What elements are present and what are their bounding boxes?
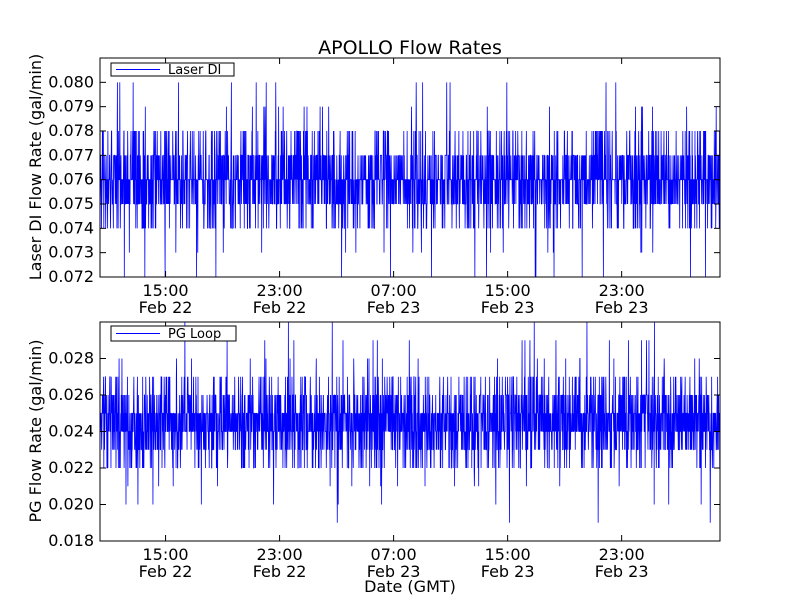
x-tick-date: Feb 23 xyxy=(595,298,649,317)
x-tick-date: Feb 23 xyxy=(367,298,421,317)
plot-frame-laser-di xyxy=(99,57,721,278)
y-tick-label: 0.076 xyxy=(48,170,94,189)
y-tick-label: 0.079 xyxy=(48,97,94,116)
x-tick-date: Feb 22 xyxy=(139,298,193,317)
legend-box-pg-loop xyxy=(110,325,237,342)
legend-label-pg-loop: PG Loop xyxy=(168,327,221,342)
x-tick-date: Feb 23 xyxy=(481,562,535,581)
y-tick-label: 0.026 xyxy=(48,385,94,404)
x-tick-time: 23:00 xyxy=(257,281,303,300)
x-axis-label: Date (GMT) xyxy=(364,577,456,596)
legend-box-laser-di xyxy=(110,62,235,77)
subplot-laser-di: Laser DI Flow Rate (gal/min) 0.0720.0730… xyxy=(26,54,721,317)
series-group-pg-loop xyxy=(99,321,721,523)
x-tick-date: Feb 23 xyxy=(481,298,535,317)
y-tick-label: 0.077 xyxy=(48,145,94,164)
x-tick-time: 15:00 xyxy=(143,281,189,300)
legend-pg-loop: PG Loop xyxy=(110,325,237,342)
chart-title: APOLLO Flow Rates xyxy=(318,37,502,59)
series-line-laser-di xyxy=(99,82,721,278)
ticks-laser-di: 0.072 0.073 0.074 0.075 0.076 0.077 0.078 0.079… xyxy=(48,58,720,317)
x-tick-time: 07:00 xyxy=(371,545,417,564)
legend-label-laser-di: Laser DI xyxy=(168,63,221,78)
x-tick-date: Feb 22 xyxy=(253,298,307,317)
y-tick-label: 0.075 xyxy=(48,194,94,213)
x-tick-date: Feb 22 xyxy=(139,562,193,581)
x-tick-date: Feb 23 xyxy=(595,562,649,581)
legend-laser-di: Laser DI xyxy=(110,62,235,78)
y-axis-label-laser-di: Laser DI Flow Rate (gal/min) xyxy=(26,54,45,281)
series-line-pg-loop xyxy=(99,321,721,523)
x-tick-time: 15:00 xyxy=(485,281,531,300)
x-tick-time: 07:00 xyxy=(371,281,417,300)
y-tick-label: 0.078 xyxy=(48,121,94,140)
x-tick-date: Feb 23 xyxy=(367,562,421,581)
y-tick-label: 0.022 xyxy=(48,458,94,477)
x-tick-time: 15:00 xyxy=(485,545,531,564)
series-group-laser-di xyxy=(99,82,721,278)
x-tick-time: 23:00 xyxy=(257,545,303,564)
y-tick-label: 0.028 xyxy=(48,349,94,368)
y-tick-label: 0.073 xyxy=(48,243,94,262)
plot-frame-pg-loop xyxy=(99,321,721,542)
subplot-pg-loop: PG Flow Rate (gal/min) 0.018 0.020 0.022 0.… xyxy=(26,321,721,581)
x-tick-time: 23:00 xyxy=(599,545,645,564)
y-tick-label: 0.018 xyxy=(48,531,94,550)
x-tick-date: Feb 22 xyxy=(253,562,307,581)
y-axis-label-pg-loop: PG Flow Rate (gal/min) xyxy=(26,340,45,523)
y-tick-label: 0.024 xyxy=(48,422,94,441)
y-tick-label: 0.020 xyxy=(48,495,94,514)
x-tick-time: 23:00 xyxy=(599,281,645,300)
y-tick-label: 0.074 xyxy=(48,218,94,237)
y-tick-label: 0.080 xyxy=(48,72,94,91)
y-tick-label: 0.072 xyxy=(48,267,94,286)
x-tick-time: 15:00 xyxy=(143,545,189,564)
